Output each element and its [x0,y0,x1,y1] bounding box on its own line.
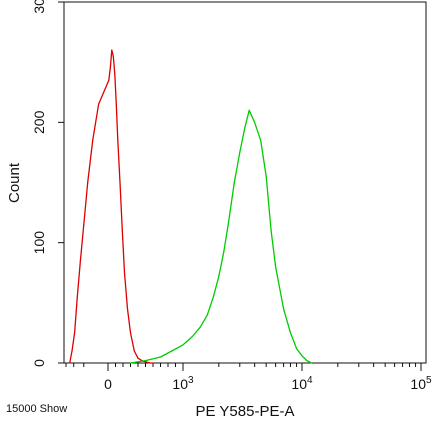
series-0-point-22 [137,357,139,359]
series-0-point-18 [123,272,126,274]
series-1-point-2 [159,356,162,358]
x-tick-label-1: 103 [172,375,194,392]
series-1-point-18 [265,175,267,178]
series-0-point-21 [133,350,135,352]
series-0-point-25 [149,362,151,364]
y-tick-label-2: 200 [31,110,47,134]
series-1-point-19 [270,230,272,232]
series-1-point-23 [296,348,298,350]
series-1-point-20 [275,266,277,268]
series-1-point-24 [301,355,303,357]
series-1-point-21 [283,308,285,310]
series-1-point-7 [206,314,208,316]
y-axis: 0 100 200 300 [31,0,64,367]
x-tick-label-3: 105 [410,375,432,392]
series-1-point-9 [218,275,220,277]
series-0-point-0 [69,362,71,364]
series-0-point-9 [108,79,110,81]
x-tick-label-0: 0 [104,376,112,392]
x-tick-label-2: 104 [291,375,313,392]
series-0-point-3 [76,296,78,298]
series-0-point-20 [129,332,132,334]
series-1-point-14 [244,127,246,129]
series-1-point-13 [239,151,241,153]
series-1-point-16 [254,121,256,123]
series-1-point-1 [144,360,147,362]
series-1-point-22 [289,332,292,334]
y-tick-label-0: 0 [31,359,47,367]
series-1-point-11 [227,224,229,226]
series-0-point-15 [117,139,119,141]
series-0-point-11 [111,49,113,51]
y-tick-label-1: 100 [31,231,47,255]
series-1-point-25 [306,360,308,362]
footer-text: 15000 Show [6,403,67,415]
series-0-point-1 [71,350,73,352]
x-axis-title: PE Y585-PE-A [196,403,295,420]
series-0-point-6 [87,181,89,184]
series-0-point-5 [83,224,85,226]
x-axis: 0 103 104 105 [65,363,432,392]
series-1-point-6 [199,326,201,328]
series-0-point-12 [112,55,114,57]
series-0-point-26 [152,362,154,364]
series-0-point-7 [92,139,94,141]
series-0-point-16 [119,181,121,184]
y-axis-title: Count [6,162,23,203]
series-1-point-10 [223,251,225,253]
series-0-point-24 [144,361,147,363]
series-0-point-14 [115,103,117,105]
series-1-point-5 [191,335,193,338]
series-0-point-13 [114,73,116,75]
series-0-point-2 [74,332,76,334]
series-1-point-4 [182,344,184,346]
plot-area [63,1,427,364]
series-0-point-4 [79,260,81,262]
series-1-point-0 [129,362,132,364]
y-tick-label-3: 300 [31,0,47,14]
series-1-point-8 [212,296,214,298]
series-0-point-10 [109,67,111,69]
series-0-point-8 [98,103,100,105]
series-1-point-17 [260,139,262,141]
series-1-point-3 [171,350,173,352]
series-0-point-17 [121,230,123,232]
series-layer [69,49,312,364]
series-1-point-12 [233,181,235,184]
series-0-point-19 [126,308,129,310]
series-1-point-26 [310,362,312,364]
series-1-point-15 [248,109,250,111]
